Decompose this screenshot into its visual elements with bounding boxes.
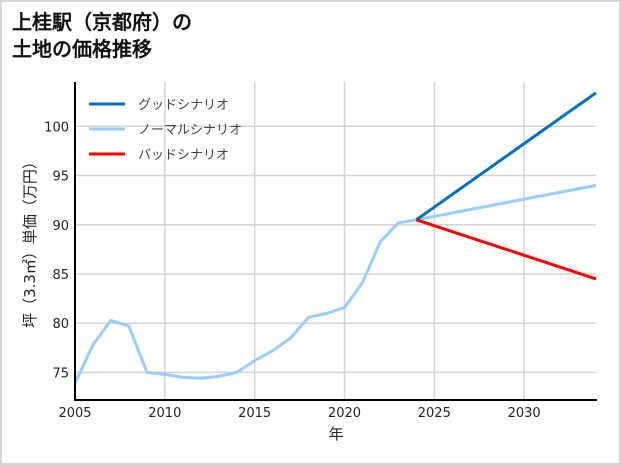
x-axis-label: 年 <box>328 425 343 443</box>
x-tick-label: 2005 <box>58 406 91 421</box>
y-tick-label: 90 <box>52 219 69 234</box>
y-tick-label: 85 <box>52 268 69 283</box>
y-axis-label: 坪（3.3㎡）単価（万円） <box>21 154 39 328</box>
series-lines <box>73 91 597 384</box>
x-tick-label: 2015 <box>238 406 271 421</box>
chart-title: 上桂駅（京都府）の 土地の価格推移 <box>12 9 192 63</box>
y-tick-label: 95 <box>52 170 69 185</box>
y-tick-label: 80 <box>52 317 69 332</box>
y-tick-label: 75 <box>52 366 69 381</box>
axes <box>74 82 597 401</box>
series-line <box>415 218 597 281</box>
legend-label: バッドシナリオ <box>138 148 229 163</box>
gridlines <box>75 82 596 400</box>
x-tick-label: 2010 <box>148 406 181 421</box>
chart-title-line1: 上桂駅（京都府）の <box>12 10 192 34</box>
series-line <box>73 183 597 384</box>
x-tick-label: 2020 <box>328 406 361 421</box>
chart-title-line2: 土地の価格推移 <box>12 37 152 61</box>
y-tick-label: 100 <box>44 120 69 135</box>
y-tick-labels: 75 80 85 90 95 100 <box>44 120 69 381</box>
x-tick-labels: 2005 2010 2015 2020 2025 2030 <box>58 406 540 421</box>
legend-label: ノーマルシナリオ <box>138 123 242 138</box>
legend-label: グッドシナリオ <box>138 98 229 113</box>
series-line <box>415 91 597 222</box>
x-tick-label: 2025 <box>418 406 451 421</box>
x-tick-label: 2030 <box>508 406 541 421</box>
